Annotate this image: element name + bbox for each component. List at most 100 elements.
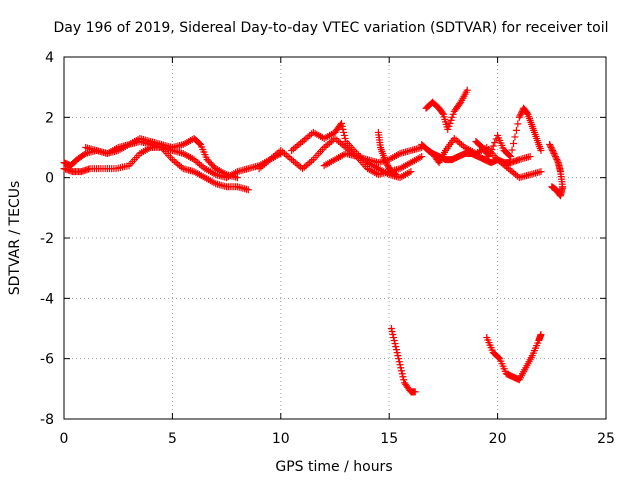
data-point [393,349,401,357]
data-point [233,174,241,182]
data-point [387,325,395,332]
y-tick-label: -6 [40,352,54,368]
x-tick-label: 5 [168,431,177,447]
data-point [391,170,399,178]
data-point [397,367,405,375]
data-point [448,113,456,121]
grid [64,57,606,419]
y-tick-label: 4 [45,50,54,66]
data-point [196,139,203,147]
y-tick-label: 0 [45,171,54,187]
data-point [546,142,554,150]
data-point [341,134,349,142]
y-tick-labels: -8 -6 -4 -2 0 2 4 [40,50,54,428]
data-point [444,125,452,133]
series-track-g [374,128,400,179]
data-point [449,110,457,118]
data-point [390,334,398,342]
data-point [446,119,454,127]
x-tick-labels: 0 5 10 15 20 25 [60,431,615,447]
series-track-h [387,325,419,396]
data-point [381,156,389,164]
data-point [554,157,562,165]
series-track-c [82,134,241,182]
x-tick-label: 0 [60,431,69,447]
data-point [488,146,496,154]
y-tick-label: -2 [40,231,54,247]
data-point [398,370,406,378]
data-point [489,142,497,150]
data-point [391,340,399,348]
data-point [511,133,519,141]
y-tick-label: 2 [45,110,54,126]
data-point [80,151,88,159]
data-point [396,361,404,369]
data-point [514,120,522,128]
data-point [382,157,390,165]
axis-ticks [63,56,607,420]
data-point [508,146,516,154]
data-point [389,331,397,339]
data-point [418,153,426,161]
data-point [456,100,464,108]
data-point [384,162,392,170]
data-point [523,109,531,117]
data-point [495,354,503,362]
data-point [340,131,348,139]
data-point [411,388,419,396]
series-track-n [546,140,567,200]
y-tick-label: -8 [40,412,54,428]
data-point [516,112,524,120]
data-point [486,149,494,157]
data-point [491,138,499,146]
data-point [506,152,514,160]
data-point [551,151,559,159]
data-point [526,153,534,161]
data-point [395,358,403,366]
data-point [397,364,405,372]
data-point [407,168,415,176]
data-point [549,147,557,155]
y-tick-label: -4 [40,291,54,307]
data-point [447,116,455,124]
x-tick-label: 25 [597,431,615,447]
data-point [244,186,252,194]
chart-title: Day 196 of 2019, Sidereal Day-to-day VTE… [53,20,608,36]
data-point [383,160,391,168]
data-point [550,150,558,158]
data-point [553,156,561,164]
data-point [399,373,407,381]
x-tick-label: 20 [489,431,507,447]
y-axis-title: SDTVAR / TECUs [7,181,23,296]
data-point [338,122,346,130]
data-point [394,352,402,360]
data-points [60,86,567,396]
data-point [509,139,517,147]
data-point [507,153,515,161]
data-point [517,110,525,118]
data-point [549,148,557,156]
data-point [338,119,346,127]
data-point [546,140,554,148]
series-track-l [472,104,545,161]
series-track-m [483,331,545,384]
x-tick-label: 15 [380,431,398,447]
data-point [392,171,400,179]
series-track-b [60,144,252,194]
data-point [537,168,545,176]
data-point [392,346,400,354]
data-point [339,125,347,133]
data-point [485,153,493,161]
data-point [340,128,348,136]
data-point [548,145,556,153]
data-point [547,144,555,151]
series-track-j [422,86,471,133]
data-point [463,86,471,94]
data-point [382,159,390,167]
data-point [515,113,523,121]
data-point [390,337,398,345]
data-point [537,331,545,339]
data-point [512,126,520,134]
data-point [400,376,408,384]
